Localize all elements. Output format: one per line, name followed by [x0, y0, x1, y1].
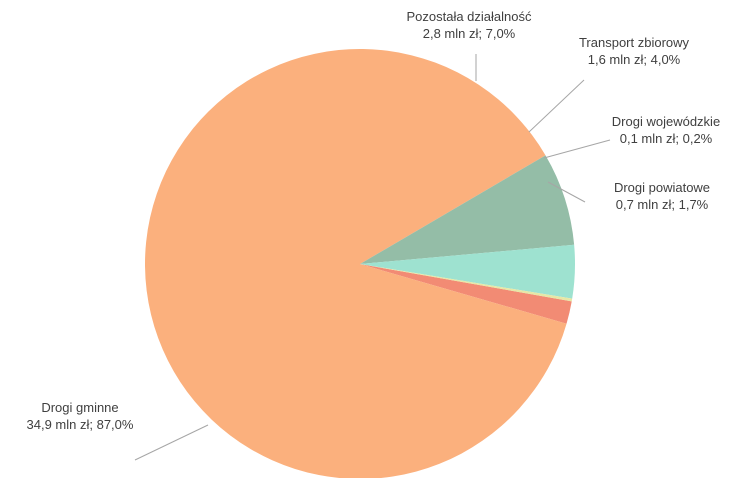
data-label-value: 0,1 mln zł; 0,2%	[620, 131, 713, 146]
data-labels: Drogi powiatowe 0,7 mln zł; 1,7% Drogi gmi…	[27, 9, 721, 432]
data-label-name: Drogi powiatowe	[614, 180, 710, 195]
data-label-value: 0,7 mln zł; 1,7%	[616, 197, 709, 212]
pie-slice-pozostała-działalność	[360, 155, 575, 264]
data-label-name: Pozostała działalność	[406, 9, 532, 24]
leader-line	[543, 139, 611, 159]
data-label: Drogi gminne 34,9 mln zł; 87,0%	[27, 400, 134, 432]
leader-lines	[134, 54, 611, 461]
data-label: Transport zbiorowy 1,6 mln zł; 4,0%	[579, 35, 690, 67]
leader-line	[134, 424, 209, 461]
data-label-value: 34,9 mln zł; 87,0%	[27, 417, 134, 432]
data-label-name: Drogi gminne	[41, 400, 118, 415]
data-label: Drogi wojewódzkie 0,1 mln zł; 0,2%	[612, 114, 720, 146]
pie-slice-transport-zbiorowy	[360, 244, 575, 299]
pie-slice-drogi-gminne	[145, 49, 567, 478]
pie-slice-drogi-wojewódzkie	[360, 264, 573, 302]
leader-line	[528, 79, 585, 133]
data-label-name: Transport zbiorowy	[579, 35, 690, 50]
data-label-value: 1,6 mln zł; 4,0%	[588, 52, 681, 67]
pie-slice-drogi-powiatowe	[360, 264, 572, 324]
leader-line	[547, 181, 586, 203]
data-label: Drogi powiatowe 0,7 mln zł; 1,7%	[614, 180, 710, 212]
pie-slices	[145, 49, 575, 478]
data-label-value: 2,8 mln zł; 7,0%	[423, 26, 516, 41]
data-label-name: Drogi wojewódzkie	[612, 114, 720, 129]
data-label: Pozostała działalność 2,8 mln zł; 7,0%	[406, 9, 532, 41]
